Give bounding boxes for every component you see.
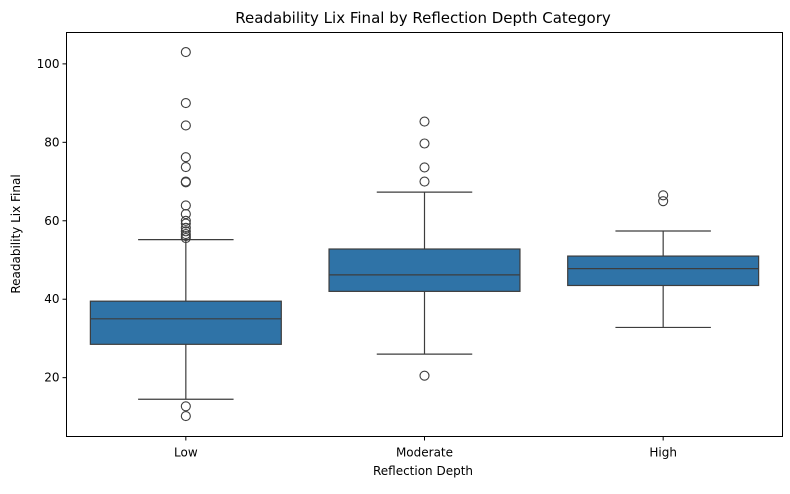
box-low: [89, 300, 282, 345]
outlier-point: [658, 190, 669, 201]
box-high: [567, 255, 760, 287]
outlier-point: [419, 116, 430, 127]
outlier-point: [180, 222, 191, 233]
y-axis-label: Readability Lix Final: [9, 174, 23, 293]
outlier-point: [180, 218, 191, 229]
plot-frame: [66, 32, 783, 437]
outlier-point: [419, 138, 430, 149]
y-tick-label: 60: [44, 214, 59, 228]
outlier-point: [180, 200, 191, 211]
outlier-point: [180, 401, 191, 412]
outlier-point: [419, 162, 430, 173]
chart-title: Readability Lix Final by Reflection Dept…: [235, 9, 611, 27]
outlier-point: [180, 161, 191, 173]
y-tick-label: 80: [44, 135, 59, 149]
y-tick-label: 40: [44, 292, 59, 306]
outlier-point: [180, 226, 191, 237]
outlier-point: [180, 411, 191, 422]
y-tick-label: 100: [37, 57, 60, 71]
outlier-point: [419, 176, 430, 187]
outlier-point: [180, 47, 191, 58]
x-tick-label: High: [649, 446, 677, 460]
x-tick-label: Moderate: [396, 446, 453, 460]
x-axis-label: Reflection Depth: [373, 464, 473, 478]
outlier-point: [180, 232, 191, 244]
x-tick-label: Low: [174, 446, 198, 460]
outlier-point: [180, 177, 191, 188]
box-moderate: [328, 248, 521, 292]
outlier-point: [180, 98, 191, 109]
outlier-point: [180, 215, 191, 226]
outlier-point: [180, 120, 191, 131]
y-tick-label: 20: [44, 371, 59, 385]
outlier-point: [658, 196, 669, 207]
outlier-point: [180, 152, 191, 163]
outlier-point: [419, 370, 430, 381]
